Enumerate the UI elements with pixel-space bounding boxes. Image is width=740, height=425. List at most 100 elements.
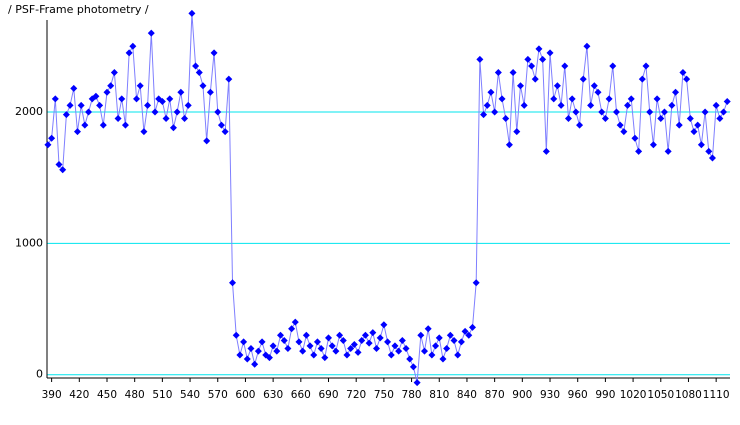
y-tick-label: 2000 <box>15 105 43 118</box>
data-point <box>188 9 196 17</box>
chart-title: / PSF-Frame photometry / <box>8 3 149 16</box>
data-point <box>358 337 366 345</box>
x-tick-label: 600 <box>235 389 255 401</box>
data-point <box>136 82 144 90</box>
y-tick-label: 1000 <box>15 236 43 249</box>
x-tick-label: 960 <box>568 389 588 401</box>
data-point <box>144 101 152 109</box>
data-point <box>291 318 299 326</box>
data-point <box>686 115 694 123</box>
data-point <box>313 338 321 346</box>
data-point <box>96 101 104 109</box>
data-point <box>402 344 410 352</box>
data-point <box>295 338 303 346</box>
data-point <box>616 121 624 129</box>
x-tick-label: 450 <box>97 389 117 401</box>
data-point <box>121 121 129 129</box>
data-point <box>424 325 432 333</box>
data-point <box>192 62 200 70</box>
data-point <box>609 62 617 70</box>
data-point <box>624 101 632 109</box>
data-point <box>446 331 454 339</box>
x-tick-label: 540 <box>180 389 200 401</box>
data-point <box>284 344 292 352</box>
data-point <box>107 82 115 90</box>
data-point <box>92 92 100 100</box>
data-point <box>166 95 174 103</box>
data-point <box>210 49 218 57</box>
data-point <box>672 88 680 96</box>
data-point <box>384 338 392 346</box>
data-point <box>594 88 602 96</box>
data-point <box>601 115 609 123</box>
data-point <box>280 337 288 345</box>
data-point <box>336 331 344 339</box>
data-point <box>679 69 687 77</box>
data-point <box>509 69 517 77</box>
data-point <box>129 42 137 50</box>
data-line <box>47 13 728 383</box>
x-tick-label: 870 <box>485 389 505 401</box>
data-point <box>158 97 166 105</box>
data-point <box>716 115 724 123</box>
data-point <box>229 279 237 287</box>
data-point <box>590 82 598 90</box>
data-point <box>361 331 369 339</box>
data-point <box>568 95 576 103</box>
data-point <box>660 108 668 116</box>
data-point <box>712 101 720 109</box>
data-point <box>288 325 296 333</box>
data-point <box>465 331 473 339</box>
data-point <box>147 29 155 37</box>
data-point <box>240 338 248 346</box>
data-point <box>631 134 639 142</box>
data-point <box>391 342 399 350</box>
data-point <box>409 363 417 371</box>
x-tick-label: 1080 <box>675 389 702 401</box>
data-point <box>225 75 233 83</box>
data-point <box>387 351 395 359</box>
data-point <box>325 334 333 342</box>
data-point <box>546 49 554 57</box>
data-point <box>302 331 310 339</box>
data-point <box>653 95 661 103</box>
x-tick-label: 840 <box>457 389 477 401</box>
data-point <box>339 337 347 345</box>
x-tick-label: 900 <box>512 389 532 401</box>
data-point <box>214 108 222 116</box>
x-tick-label: 720 <box>346 389 366 401</box>
data-point <box>133 95 141 103</box>
data-point <box>247 344 255 352</box>
data-point <box>51 95 59 103</box>
data-point <box>103 88 111 96</box>
x-tick-label: 690 <box>318 389 338 401</box>
data-point <box>454 351 462 359</box>
data-point <box>395 347 403 355</box>
data-point <box>62 111 70 119</box>
data-point <box>310 351 318 359</box>
data-point <box>195 69 203 77</box>
data-point <box>59 166 67 174</box>
data-point <box>321 354 329 362</box>
data-point <box>44 141 52 149</box>
data-point <box>398 337 406 345</box>
x-tick-label: 930 <box>540 389 560 401</box>
data-point <box>140 128 148 136</box>
data-point <box>483 101 491 109</box>
data-point <box>251 360 259 368</box>
data-point <box>428 351 436 359</box>
data-point <box>524 55 532 63</box>
data-point <box>66 101 74 109</box>
data-point <box>657 115 665 123</box>
data-point <box>531 75 539 83</box>
data-point <box>413 379 421 387</box>
data-point <box>169 124 177 132</box>
data-point <box>369 329 377 337</box>
data-point <box>528 62 536 70</box>
data-point <box>350 340 358 348</box>
data-point <box>461 327 469 335</box>
data-point <box>354 348 362 356</box>
data-point <box>480 111 488 119</box>
data-point <box>232 331 240 339</box>
